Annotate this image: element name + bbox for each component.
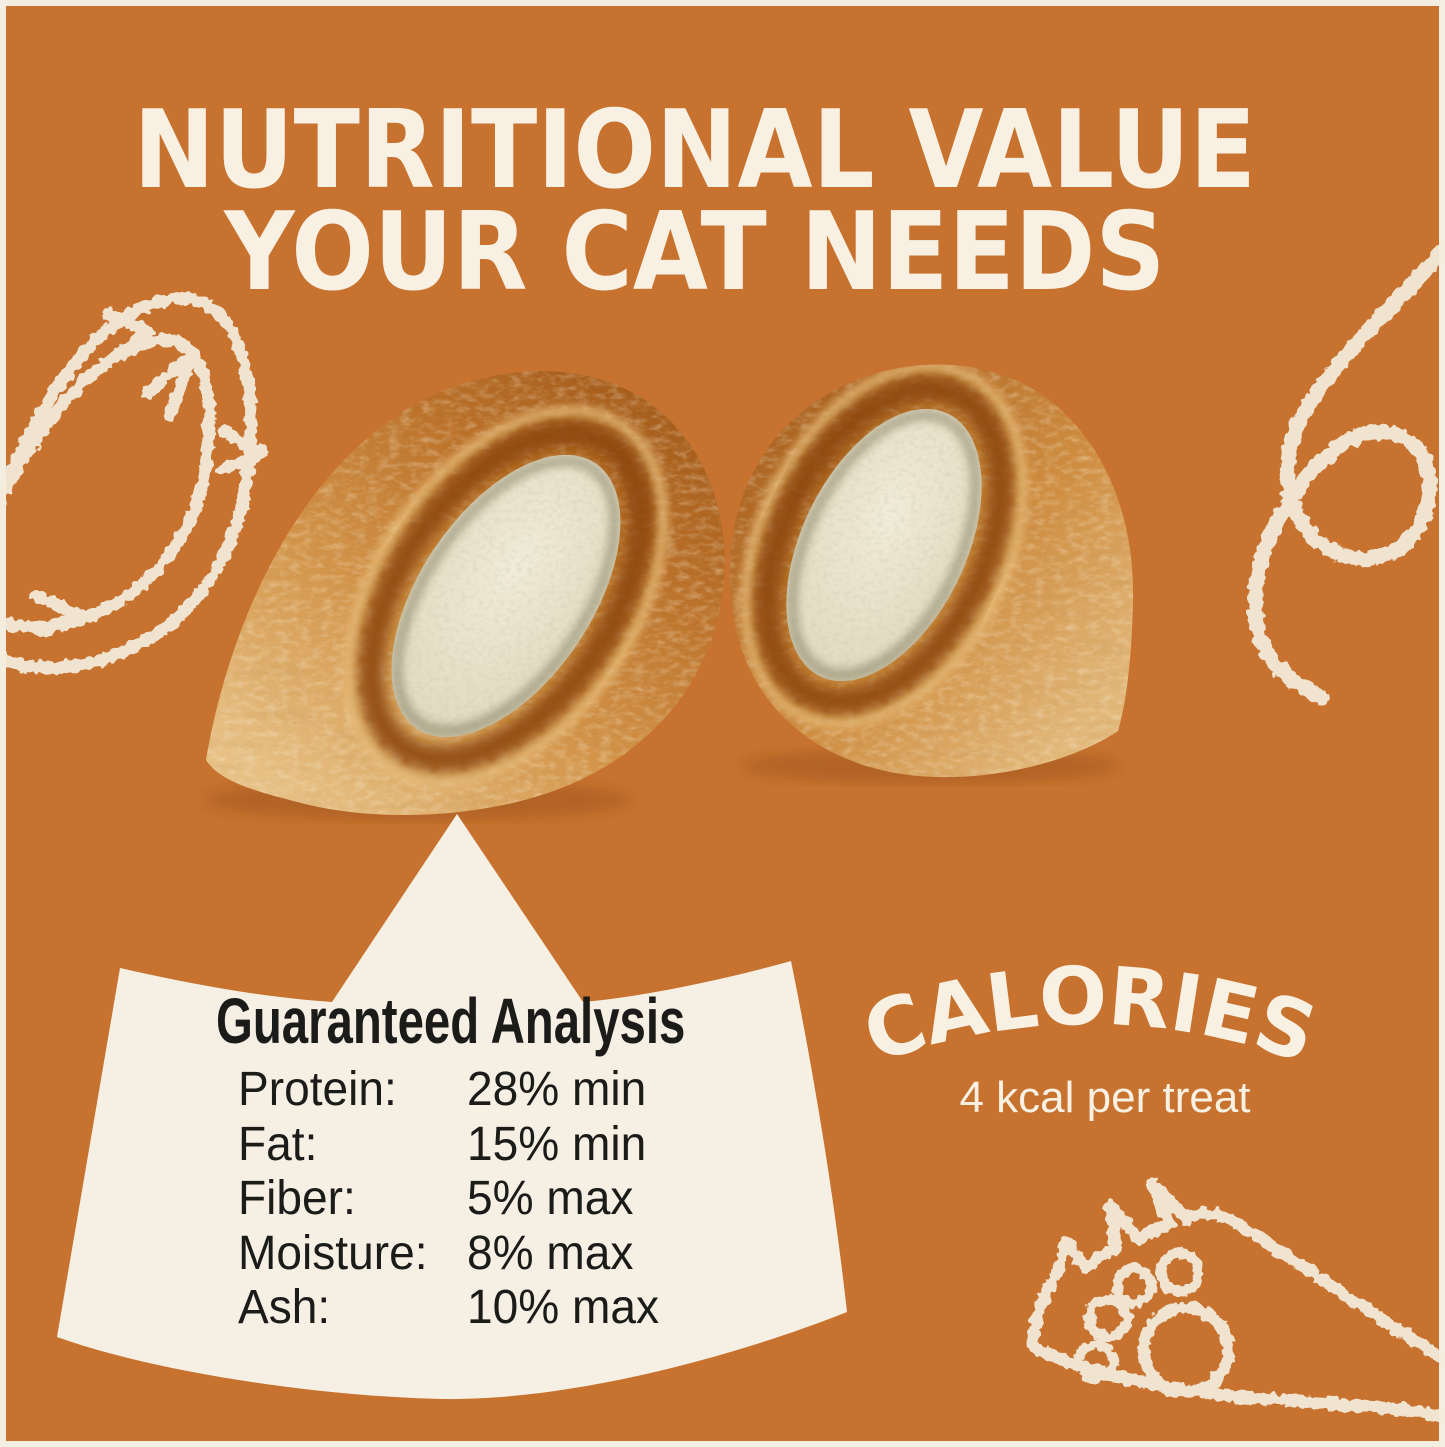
fish-fin bbox=[102, 308, 154, 362]
analysis-panel bbox=[57, 814, 847, 1400]
treat-photo-right bbox=[729, 364, 1134, 783]
title-line-1: NUTRITIONAL VALUE bbox=[133, 88, 1256, 213]
fish-fin bbox=[216, 426, 268, 476]
paw-icon bbox=[1027, 1178, 1445, 1422]
analysis-row-moisture: Moisture: 8% max bbox=[238, 1226, 633, 1282]
analysis-value: 15% min bbox=[467, 1117, 647, 1171]
analysis-value: 28% min bbox=[467, 1063, 647, 1116]
paw-pad-small bbox=[1156, 1248, 1204, 1296]
fish-body-outer bbox=[0, 292, 257, 674]
analysis-label: Fat: bbox=[238, 1117, 318, 1171]
analysis-value: 5% max bbox=[467, 1172, 634, 1226]
fish-fin bbox=[142, 350, 198, 420]
calories-letter: R bbox=[1105, 950, 1174, 1048]
paw-toes-claws bbox=[1030, 1178, 1445, 1366]
analysis-label: Moisture: bbox=[238, 1226, 428, 1280]
paw-pad-small bbox=[1112, 1264, 1156, 1308]
calories-subtext: 4 kcal per treat bbox=[959, 1073, 1251, 1122]
title-line-2: YOUR CAT NEEDS bbox=[223, 190, 1166, 315]
swirl-icon bbox=[1247, 242, 1445, 705]
analysis-label: Ash: bbox=[238, 1281, 331, 1335]
page-title: NUTRITIONAL VALUE YOUR CAT NEEDS bbox=[0, 88, 1417, 315]
calories-letter: O bbox=[1038, 949, 1109, 1044]
analysis-value: 8% max bbox=[467, 1226, 634, 1280]
calories-letter: L bbox=[981, 952, 1043, 1051]
paw-pad-small bbox=[1074, 1340, 1118, 1384]
analysis-row-fiber: Fiber: 5% max bbox=[238, 1172, 633, 1227]
analysis-label: Fiber: bbox=[238, 1172, 356, 1226]
paw-left-side bbox=[1027, 1316, 1064, 1364]
guaranteed-analysis-heading: Guaranteed Analysis bbox=[216, 985, 686, 1057]
analysis-value: 10% max bbox=[467, 1281, 660, 1335]
treat-photo-left bbox=[203, 371, 725, 820]
analysis-row-ash: Ash: 10% max bbox=[238, 1281, 659, 1336]
paw-pad-small bbox=[1084, 1294, 1132, 1342]
guaranteed-analysis-table: Protein: 28% min Fat: 15% min Fiber: 5% … bbox=[238, 1063, 659, 1336]
fish-fin bbox=[30, 590, 84, 638]
analysis-label: Protein: bbox=[238, 1063, 397, 1116]
paw-pad-large bbox=[1138, 1302, 1234, 1398]
analysis-row-protein: Protein: 28% min bbox=[238, 1063, 646, 1118]
analysis-row-fat: Fat: 15% min bbox=[238, 1117, 646, 1173]
fish-icon bbox=[0, 292, 268, 674]
